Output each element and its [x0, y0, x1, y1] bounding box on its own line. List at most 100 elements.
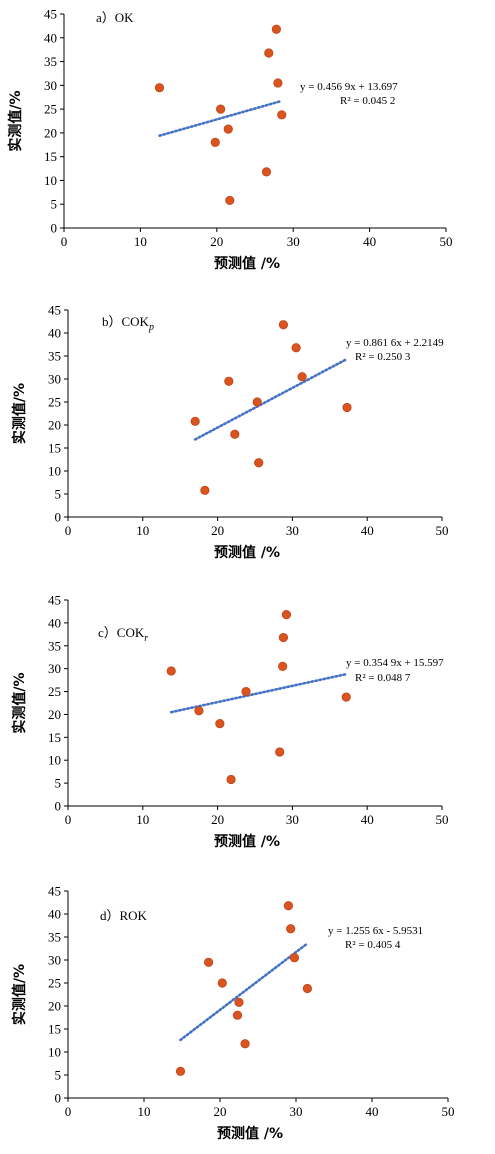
data-point: [264, 48, 274, 58]
x-tick-label: 20: [210, 234, 223, 249]
data-point: [252, 397, 262, 407]
y-tick-label: 15: [48, 1022, 61, 1037]
x-tick-label: 40: [363, 234, 376, 249]
regression-equation: y = 1.255 6x - 5.9531: [328, 925, 423, 937]
panel-label: a）OK: [96, 10, 134, 25]
y-tick-label: 30: [48, 661, 61, 676]
data-point: [225, 195, 235, 206]
data-point: [289, 953, 300, 963]
x-tick-label: 0: [65, 1104, 72, 1119]
y-tick-label: 10: [44, 173, 57, 188]
trendline: [169, 672, 348, 714]
y-tick-label: 10: [48, 464, 61, 479]
y-tick-label: 25: [48, 976, 61, 991]
y-tick-label: 5: [51, 197, 58, 212]
y-tick-label: 15: [48, 730, 61, 745]
data-point: [234, 997, 244, 1007]
y-tick-label: 0: [55, 510, 62, 525]
y-tick-label: 25: [44, 102, 57, 117]
y-tick-label: 20: [44, 125, 57, 140]
y-tick-label: 35: [48, 930, 61, 945]
y-tick-label: 35: [48, 349, 61, 364]
data-point: [261, 167, 272, 177]
data-point: [175, 1066, 186, 1076]
r-squared: R² = 0.045 2: [340, 95, 395, 107]
data-point: [240, 1039, 250, 1049]
y-axis-title: 实测值/%: [11, 672, 28, 733]
data-point: [166, 666, 176, 676]
data-point: [278, 632, 289, 643]
y-tick-label: 30: [44, 78, 57, 93]
regression-equation: y = 0.354 9x + 15.597: [346, 657, 444, 669]
panel-label: d）ROK: [100, 908, 148, 923]
data-point: [241, 686, 251, 697]
x-axis-title: 预测值 /%: [214, 833, 280, 850]
x-tick-label: 10: [136, 523, 149, 538]
data-point: [297, 372, 307, 382]
x-tick-label: 40: [366, 1104, 379, 1119]
r-squared: R² = 0.250 3: [355, 351, 411, 363]
x-tick-label: 30: [286, 812, 299, 827]
y-tick-label: 20: [48, 418, 61, 433]
x-tick-label: 20: [214, 1104, 227, 1119]
panel-c: 0 5 10 15 20 25 30 35 40 45 0 10 20 30 40 50 预测值 /% 实测值/%…: [11, 593, 449, 851]
x-tick-label: 30: [287, 234, 300, 249]
y-tick-label: 20: [48, 707, 61, 722]
y-tick-label: 5: [55, 776, 62, 791]
data-point: [190, 416, 200, 426]
x-axis-title: 预测值 /%: [214, 544, 280, 561]
data-point: [254, 458, 264, 468]
trendline: [193, 357, 349, 441]
y-tick-label: 40: [48, 907, 61, 922]
y-tick-label: 10: [48, 1045, 61, 1060]
x-tick-label: 10: [136, 812, 149, 827]
x-tick-label: 20: [211, 812, 224, 827]
data-point: [273, 78, 283, 88]
data-point: [281, 610, 292, 620]
y-tick-label: 40: [44, 30, 57, 45]
x-tick-label: 0: [61, 234, 68, 249]
data-point: [224, 376, 234, 386]
data-point: [217, 978, 227, 988]
y-tick-label: 45: [48, 303, 61, 318]
data-point: [215, 718, 225, 729]
panel-label: c）COKr: [98, 625, 148, 644]
data-point: [291, 343, 301, 353]
data-point: [200, 485, 210, 495]
y-axis-title: 实测值/%: [7, 90, 24, 151]
y-tick-label: 30: [48, 953, 61, 968]
x-tick-label: 50: [440, 234, 453, 249]
x-tick-label: 20: [211, 523, 224, 538]
r-squared: R² = 0.048 7: [355, 672, 411, 684]
y-tick-label: 40: [48, 326, 61, 341]
data-point: [283, 901, 293, 911]
data-point: [271, 24, 281, 34]
x-tick-label: 0: [65, 523, 72, 538]
x-tick-label: 30: [290, 1104, 303, 1119]
panel-a: 0 5 10 15 20 25 30 35 40 45 0 10 20 30 40 50 预测值 /% 实测值/%…: [7, 7, 453, 273]
y-tick-label: 35: [44, 54, 57, 69]
x-axis-title: 预测值 /%: [217, 1125, 283, 1142]
data-point: [278, 320, 289, 330]
y-tick-label: 30: [48, 372, 61, 387]
x-tick-label: 40: [361, 523, 374, 538]
x-tick-label: 50: [436, 812, 449, 827]
y-tick-label: 15: [44, 149, 57, 164]
x-tick-label: 40: [361, 812, 374, 827]
data-point: [302, 983, 312, 994]
y-axis-title: 实测值/%: [11, 383, 28, 444]
y-tick-label: 5: [55, 487, 62, 502]
panel-d: 0 5 10 15 20 25 30 35 40 45 0 10 20 30 40 50 预测值 /% 实测值/%…: [11, 884, 455, 1143]
data-point: [154, 83, 165, 93]
y-tick-label: 0: [55, 1091, 62, 1106]
x-tick-label: 30: [286, 523, 299, 538]
data-point: [230, 429, 240, 439]
y-tick-label: 35: [48, 638, 61, 653]
data-point: [342, 402, 352, 413]
data-point: [232, 1010, 243, 1020]
panel-b: 0 5 10 15 20 25 30 35 40 45 0 10 20 30 40 50 预测值 /% 实测值/%…: [11, 303, 449, 562]
regression-equation: y = 0.456 9x + 13.697: [300, 81, 398, 93]
y-tick-label: 25: [48, 395, 61, 410]
